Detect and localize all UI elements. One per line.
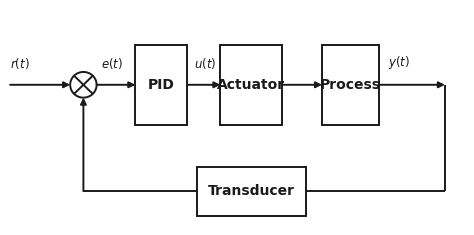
Text: $e(t)$: $e(t)$	[101, 56, 123, 71]
Text: Transducer: Transducer	[208, 184, 295, 198]
Bar	[197, 167, 306, 216]
Text: $y(t)$: $y(t)$	[388, 54, 410, 71]
Text: $r(t)$: $r(t)$	[10, 56, 30, 71]
Text: $u(t)$: $u(t)$	[193, 56, 216, 71]
Text: Actuator: Actuator	[217, 78, 285, 92]
Bar	[136, 45, 187, 125]
Text: PID: PID	[148, 78, 175, 92]
Bar	[220, 45, 282, 125]
Text: Process: Process	[320, 78, 381, 92]
Bar	[322, 45, 379, 125]
